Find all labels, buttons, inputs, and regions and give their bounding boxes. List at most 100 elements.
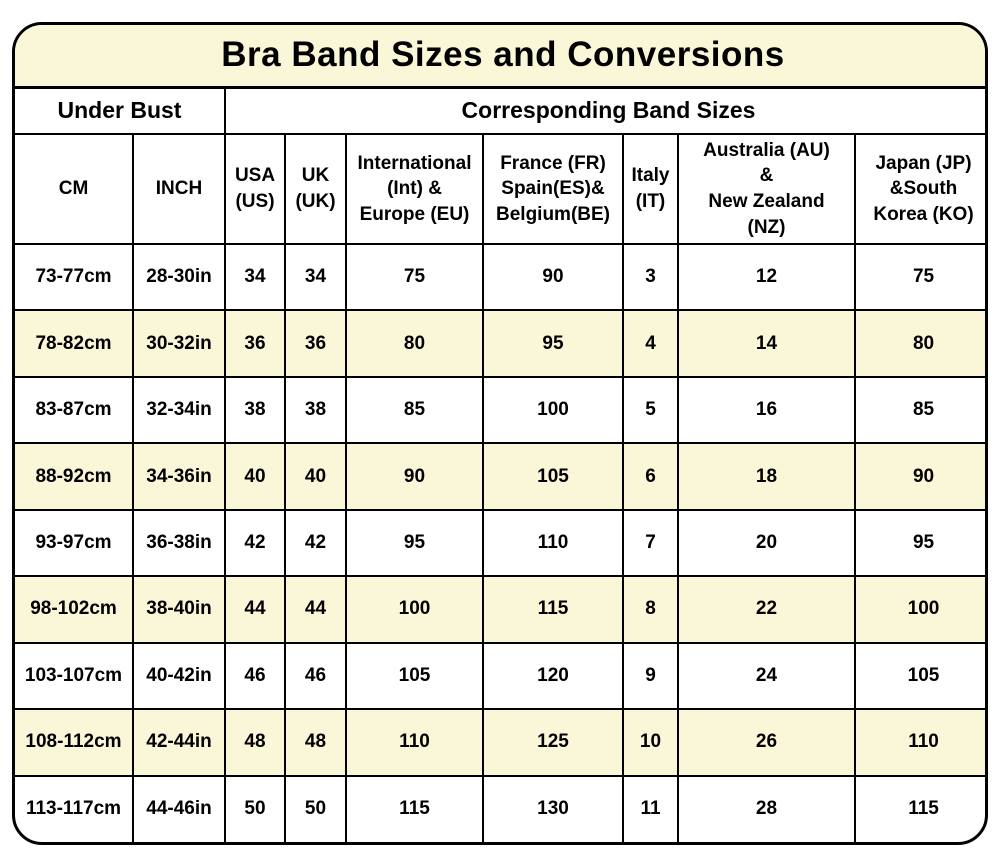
table-cell: 78-82cm: [15, 309, 134, 378]
table-cell: 75: [853, 242, 985, 312]
table-cell: 115: [482, 575, 624, 644]
table-cell: 8: [622, 575, 679, 644]
table-cell: 32-34in: [132, 375, 226, 445]
table-cell: 95: [482, 309, 624, 378]
table-cell: 46: [224, 641, 286, 711]
table-cell: 44: [224, 575, 286, 644]
table-cell: 9: [622, 641, 679, 711]
table-cell: 20: [677, 508, 856, 578]
table-cell: 80: [853, 309, 985, 378]
table-row: 108-112cm 42-44in 48 48 110 125 10 26 110: [15, 708, 985, 777]
table-cell: 100: [345, 575, 484, 644]
table-row: 78-82cm 30-32in 36 36 80 95 4 14 80: [15, 309, 985, 378]
table-cell: 22: [677, 575, 856, 644]
table-cell: 83-87cm: [15, 375, 134, 445]
table-cell: 42-44in: [132, 708, 226, 777]
column-header-australia-new-zealand: Australia (AU) & New Zealand (NZ): [677, 133, 856, 245]
column-header-row: CM INCH USA (US) UK (UK) International (…: [15, 133, 985, 245]
table-cell: 16: [677, 375, 856, 445]
table-cell: 110: [482, 508, 624, 578]
column-header-cm: CM: [15, 133, 134, 245]
table-body: 73-77cm 28-30in 34 34 75 90 3 12 75 78-82cm 30-32i…: [15, 242, 985, 842]
bra-band-size-table: Bra Band Sizes and Conversions Under Bus…: [15, 25, 985, 842]
group-header-band-sizes: Corresponding Band Sizes: [223, 86, 985, 135]
table-cell: 36: [224, 309, 286, 378]
table-cell: 40-42in: [132, 641, 226, 711]
table-cell: 42: [284, 508, 347, 578]
table-title-row: Bra Band Sizes and Conversions: [15, 25, 985, 89]
table-cell: 4: [622, 309, 679, 378]
table-row: 88-92cm 34-36in 40 40 90 105 6 18 90: [15, 442, 985, 511]
table-cell: 48: [224, 708, 286, 777]
column-header-uk: UK (UK): [284, 133, 347, 245]
table-row: 83-87cm 32-34in 38 38 85 100 5 16 85: [15, 375, 985, 445]
table-cell: 115: [853, 774, 985, 842]
table-cell: 10: [622, 708, 679, 777]
table-cell: 12: [677, 242, 856, 312]
table-cell: 44-46in: [132, 774, 226, 842]
table-cell: 95: [853, 508, 985, 578]
group-header-under-bust: Under Bust: [15, 86, 226, 135]
table-cell: 38: [284, 375, 347, 445]
column-header-japan-south-korea: Japan (JP) &South Korea (KO): [853, 133, 985, 245]
table-cell: 85: [853, 375, 985, 445]
table-cell: 90: [853, 442, 985, 511]
column-header-france-spain-belgium: France (FR) Spain(ES)& Belgium(BE): [482, 133, 624, 245]
group-header-row: Under Bust Corresponding Band Sizes: [15, 86, 985, 135]
table-cell: 38: [224, 375, 286, 445]
column-header-usa: USA (US): [224, 133, 286, 245]
table-cell: 34: [284, 242, 347, 312]
table-cell: 95: [345, 508, 484, 578]
column-header-inch: INCH: [132, 133, 226, 245]
table-cell: 115: [345, 774, 484, 842]
table-cell: 93-97cm: [15, 508, 134, 578]
table-cell: 3: [622, 242, 679, 312]
table-cell: 100: [482, 375, 624, 445]
table-row: 98-102cm 38-40in 44 44 100 115 8 22 100: [15, 575, 985, 644]
table-cell: 5: [622, 375, 679, 445]
table-cell: 85: [345, 375, 484, 445]
table-cell: 90: [482, 242, 624, 312]
table-cell: 50: [284, 774, 347, 842]
table-cell: 7: [622, 508, 679, 578]
table-cell: 40: [224, 442, 286, 511]
table-cell: 44: [284, 575, 347, 644]
table-cell: 73-77cm: [15, 242, 134, 312]
table-cell: 36: [284, 309, 347, 378]
table-row: 93-97cm 36-38in 42 42 95 110 7 20 95: [15, 508, 985, 578]
table-cell: 108-112cm: [15, 708, 134, 777]
table-cell: 50: [224, 774, 286, 842]
table-row: 73-77cm 28-30in 34 34 75 90 3 12 75: [15, 242, 985, 312]
table-cell: 105: [853, 641, 985, 711]
table-cell: 48: [284, 708, 347, 777]
table-cell: 34-36in: [132, 442, 226, 511]
column-header-italy: Italy (IT): [622, 133, 679, 245]
table-cell: 125: [482, 708, 624, 777]
table-cell: 110: [345, 708, 484, 777]
table-cell: 38-40in: [132, 575, 226, 644]
table-cell: 103-107cm: [15, 641, 134, 711]
table-cell: 90: [345, 442, 484, 511]
table-cell: 113-117cm: [15, 774, 134, 842]
column-header-international-europe: International (Int) & Europe (EU): [345, 133, 484, 245]
table-cell: 88-92cm: [15, 442, 134, 511]
table-title: Bra Band Sizes and Conversions: [15, 25, 985, 89]
table-cell: 42: [224, 508, 286, 578]
table-cell: 105: [482, 442, 624, 511]
table-cell: 36-38in: [132, 508, 226, 578]
table-cell: 40: [284, 442, 347, 511]
table-cell: 14: [677, 309, 856, 378]
table-cell: 28: [677, 774, 856, 842]
table-cell: 130: [482, 774, 624, 842]
table-row: 103-107cm 40-42in 46 46 105 120 9 24 105: [15, 641, 985, 711]
table-cell: 46: [284, 641, 347, 711]
table-cell: 6: [622, 442, 679, 511]
table-cell: 98-102cm: [15, 575, 134, 644]
table-cell: 120: [482, 641, 624, 711]
table-cell: 24: [677, 641, 856, 711]
table-cell: 34: [224, 242, 286, 312]
table-cell: 30-32in: [132, 309, 226, 378]
table-cell: 105: [345, 641, 484, 711]
table-cell: 18: [677, 442, 856, 511]
table-cell: 11: [622, 774, 679, 842]
